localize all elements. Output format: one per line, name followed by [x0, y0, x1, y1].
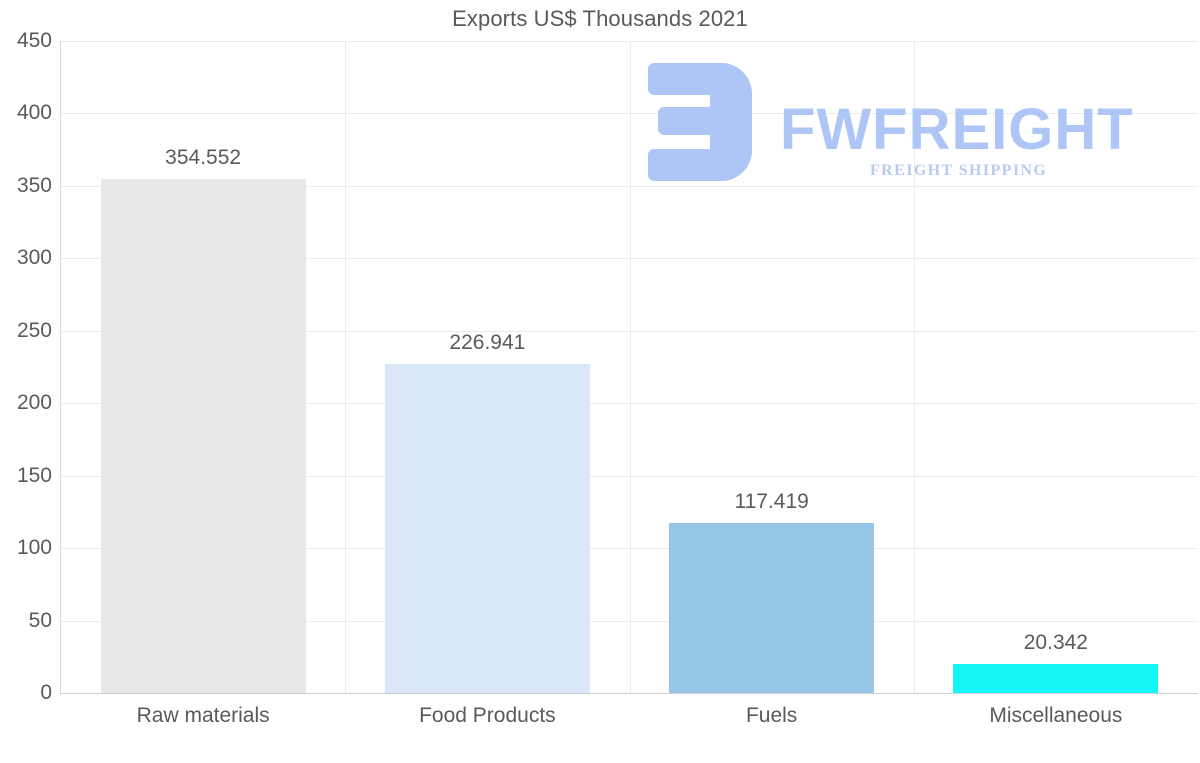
y-axis-tick-label: 200: [16, 391, 52, 415]
y-axis-tick-label: 450: [16, 29, 52, 52]
plot-area: [61, 41, 1198, 694]
gridline-horizontal: [61, 330, 1198, 332]
y-axis-tick-label: 0: [40, 681, 52, 704]
gridline-horizontal: [61, 41, 1198, 42]
bar[interactable]: [384, 364, 590, 693]
y-axis-line: [60, 41, 61, 694]
y-axis-tick-label: 400: [16, 101, 52, 125]
y-axis-tick-label: 150: [16, 463, 52, 487]
bar[interactable]: [953, 663, 1159, 693]
x-axis-category-label: Miscellaneous: [989, 704, 1123, 727]
gridline-horizontal: [61, 185, 1198, 187]
gridline-horizontal: [61, 113, 1198, 115]
gridline-horizontal: [61, 620, 1198, 622]
chart-title: Exports US$ Thousands 2021: [452, 6, 748, 31]
gridline-horizontal: [61, 403, 1198, 405]
y-axis-tick-label: 250: [16, 318, 52, 342]
bar[interactable]: [100, 179, 306, 693]
bar-value-label: 226.941: [449, 331, 526, 355]
bar-value-label: 117.419: [734, 489, 809, 513]
bar[interactable]: [669, 522, 875, 693]
y-axis-tick-label: 300: [16, 246, 52, 270]
x-axis-category-label: Fuels: [745, 704, 798, 727]
x-axis-category-label: Raw materials: [136, 704, 270, 727]
gridline-vertical: [630, 41, 631, 693]
bar-value-label: 20.342: [1023, 630, 1088, 654]
bar-value-label: 354.552: [165, 146, 242, 170]
gridline-horizontal: [61, 693, 1198, 694]
y-axis-tick-label: 100: [16, 536, 52, 560]
gridline-vertical: [914, 41, 915, 693]
y-axis-tick-label: 350: [16, 173, 52, 197]
gridline-vertical: [345, 41, 346, 693]
y-axis-tick-label: 50: [28, 608, 52, 632]
gridline-horizontal: [61, 548, 1198, 550]
gridline-horizontal: [61, 475, 1198, 477]
gridline-horizontal: [61, 258, 1198, 260]
x-axis-category-label: Food Products: [419, 704, 556, 727]
